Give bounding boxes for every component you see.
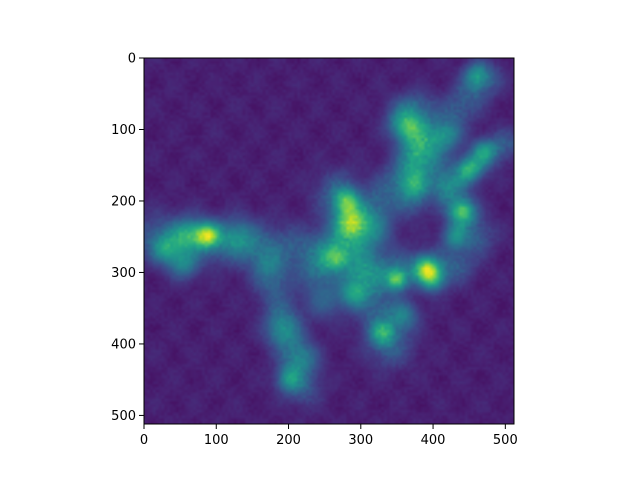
axes: 0 100 200 300 400 500 0 100 200 300 400 500 <box>111 52 518 449</box>
x-tick-label: 0 <box>140 433 148 448</box>
x-tick-label: 400 <box>421 433 446 448</box>
y-tick-label: 200 <box>111 194 136 209</box>
x-tick-label: 100 <box>204 433 229 448</box>
plot-area <box>144 58 514 424</box>
y-tick-label: 100 <box>111 123 136 138</box>
heatmap-image <box>144 58 514 424</box>
y-tick-label: 0 <box>128 52 136 67</box>
axes-frame <box>143 57 515 425</box>
y-tick-label: 500 <box>111 409 136 424</box>
y-tick-label: 300 <box>111 266 136 281</box>
x-tick-label: 300 <box>348 433 373 448</box>
y-tick-label: 400 <box>111 337 136 352</box>
x-tick-label: 200 <box>276 433 301 448</box>
x-tick-label: 500 <box>493 433 518 448</box>
